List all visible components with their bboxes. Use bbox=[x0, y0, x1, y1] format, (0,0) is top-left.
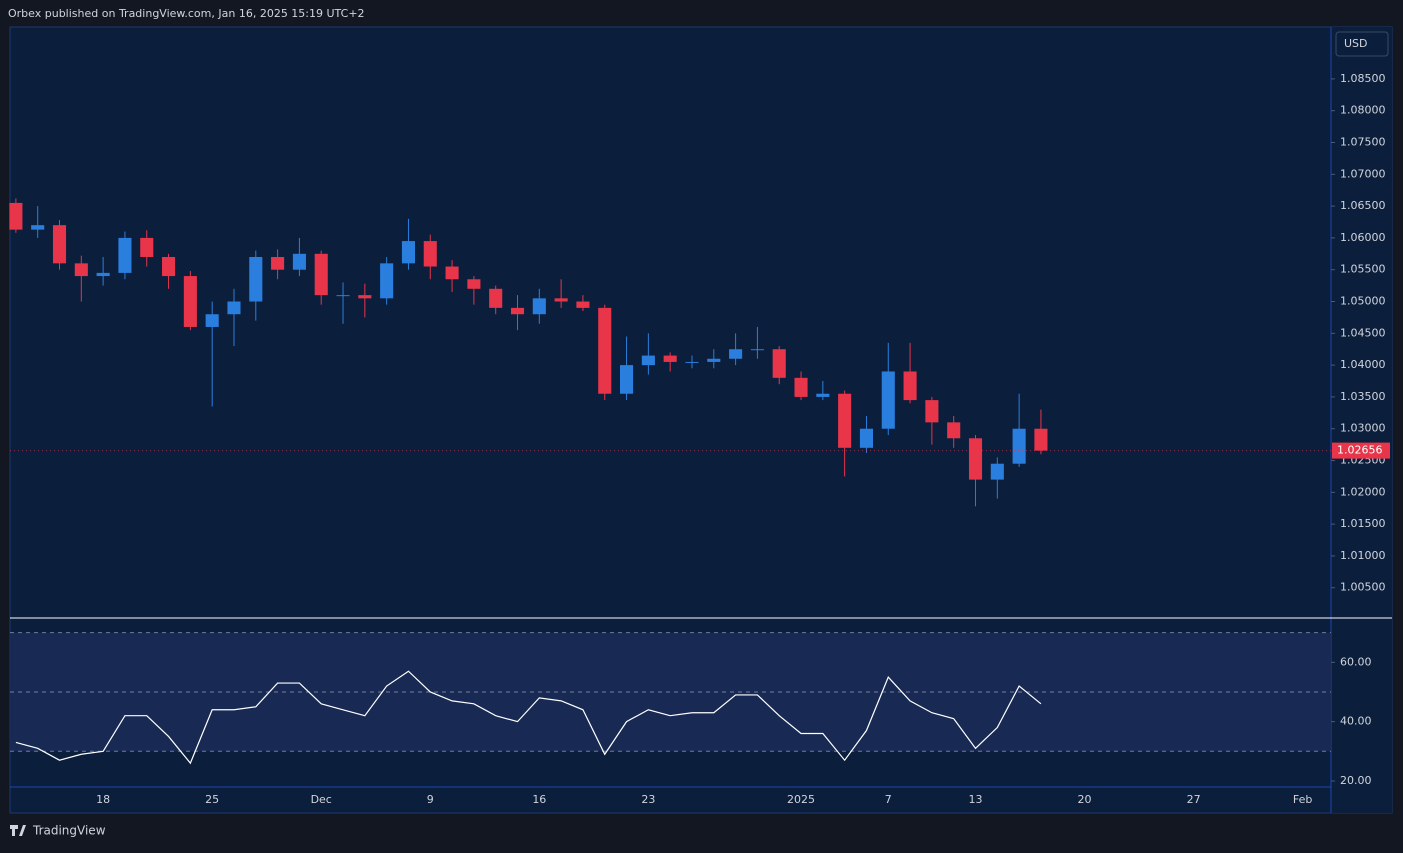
rsi-line bbox=[15, 670, 1042, 765]
candle-body bbox=[903, 371, 917, 401]
candle-body bbox=[772, 349, 786, 378]
candle-body bbox=[554, 298, 568, 302]
last-price-box bbox=[1332, 442, 1390, 459]
candle-body bbox=[9, 202, 23, 230]
candle-body bbox=[1012, 428, 1026, 464]
candle-body bbox=[467, 279, 481, 289]
candle-body bbox=[140, 237, 154, 257]
x-tick-label: Feb bbox=[1293, 793, 1312, 806]
x-tick-label: 7 bbox=[885, 793, 892, 806]
x-tick-label: Dec bbox=[311, 793, 332, 806]
candle-body bbox=[271, 256, 285, 270]
candle-body bbox=[52, 225, 67, 264]
candle-body bbox=[729, 349, 743, 359]
currency: USD bbox=[1344, 37, 1368, 50]
candle-body bbox=[358, 295, 372, 299]
y-tick-label: 1.08000 bbox=[1340, 104, 1386, 117]
candle-body bbox=[96, 272, 110, 277]
candle-body bbox=[990, 463, 1004, 480]
candle-body bbox=[1034, 428, 1048, 451]
candle-body bbox=[576, 301, 590, 308]
candle-body bbox=[401, 241, 416, 264]
x-tick-label: 2025 bbox=[787, 793, 815, 806]
candle-body bbox=[489, 288, 503, 308]
y-tick-label: 1.03000 bbox=[1340, 422, 1386, 435]
y-tick-label: 1.03500 bbox=[1340, 390, 1386, 403]
y-tick-label: 40.00 bbox=[1340, 715, 1372, 728]
candle-body bbox=[249, 256, 263, 302]
level-band bbox=[10, 632, 1331, 752]
x-tick-label: 13 bbox=[969, 793, 983, 806]
y-tick-label: 1.02000 bbox=[1340, 485, 1386, 498]
candle-body bbox=[838, 393, 852, 448]
candle-body bbox=[620, 365, 634, 394]
candle-body bbox=[925, 400, 939, 423]
candle-body bbox=[794, 377, 808, 397]
x-tick-label: 9 bbox=[427, 793, 434, 806]
candle-body bbox=[859, 428, 874, 448]
y-tick-label: 20.00 bbox=[1340, 774, 1372, 787]
candle-body bbox=[641, 355, 655, 366]
logo-mark bbox=[10, 825, 26, 836]
currency-box[interactable] bbox=[1335, 31, 1389, 57]
brand: TradingView bbox=[32, 824, 106, 838]
candle-body bbox=[663, 355, 677, 362]
x-tick-label: 16 bbox=[532, 793, 546, 806]
y-tick-label: 60.00 bbox=[1340, 655, 1372, 668]
x-tick-label: 27 bbox=[1187, 793, 1201, 806]
y-tick-label: 1.06000 bbox=[1340, 231, 1386, 244]
x-tick-label: 20 bbox=[1078, 793, 1092, 806]
candle-body bbox=[707, 358, 721, 362]
y-tick-label: 1.07000 bbox=[1340, 167, 1386, 180]
y-tick-label: 1.04500 bbox=[1340, 326, 1386, 339]
y-tick-label: 1.01500 bbox=[1340, 517, 1386, 530]
candle-body bbox=[292, 253, 306, 270]
y-tick-label: 1.00500 bbox=[1340, 581, 1386, 594]
x-tick-label: 23 bbox=[641, 793, 655, 806]
candle-body bbox=[205, 314, 219, 327]
candle-body bbox=[510, 307, 525, 315]
candle-body bbox=[31, 225, 45, 230]
y-tick-label: 1.01000 bbox=[1340, 549, 1386, 562]
y-tick-label: 1.07500 bbox=[1340, 135, 1386, 148]
publish-info: Orbex published on TradingView.com, Jan … bbox=[8, 7, 365, 20]
candle-body bbox=[162, 256, 176, 277]
last-price-label: 1.02656 bbox=[1337, 444, 1383, 457]
candle-body bbox=[881, 371, 895, 429]
candle-body bbox=[336, 295, 350, 297]
candle-body bbox=[598, 307, 612, 394]
candle-body bbox=[118, 237, 132, 273]
logo: TradingView bbox=[10, 824, 106, 838]
candle-body bbox=[968, 438, 983, 480]
y-tick-label: 1.08500 bbox=[1340, 72, 1386, 85]
y-tick-label: 1.05000 bbox=[1340, 295, 1386, 308]
candle-body bbox=[423, 241, 437, 267]
candle-body bbox=[532, 298, 546, 315]
price-axis bbox=[1331, 27, 1392, 813]
candle-body bbox=[380, 263, 394, 299]
candle-body bbox=[314, 253, 328, 296]
candle-body bbox=[183, 276, 197, 327]
candle-body bbox=[74, 263, 88, 277]
candle-body bbox=[227, 301, 241, 315]
candle-body bbox=[685, 361, 699, 363]
candle-body bbox=[816, 393, 830, 397]
candle-body bbox=[445, 266, 459, 280]
y-tick-label: 1.06500 bbox=[1340, 199, 1386, 212]
y-tick-label: 1.04000 bbox=[1340, 358, 1386, 371]
x-tick-label: 25 bbox=[205, 793, 219, 806]
candle-body bbox=[750, 349, 764, 351]
y-tick-label: 1.05500 bbox=[1340, 263, 1386, 276]
candle-body bbox=[947, 422, 961, 439]
x-tick-label: 18 bbox=[96, 793, 110, 806]
